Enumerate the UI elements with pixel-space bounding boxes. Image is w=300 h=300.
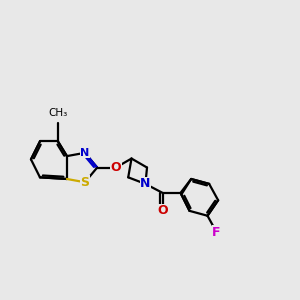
Text: F: F bbox=[212, 226, 221, 238]
Text: O: O bbox=[157, 204, 168, 218]
Text: O: O bbox=[111, 161, 121, 174]
Text: N: N bbox=[80, 148, 89, 158]
Text: S: S bbox=[80, 176, 89, 189]
Text: N: N bbox=[140, 177, 151, 190]
Text: CH₃: CH₃ bbox=[48, 108, 68, 118]
